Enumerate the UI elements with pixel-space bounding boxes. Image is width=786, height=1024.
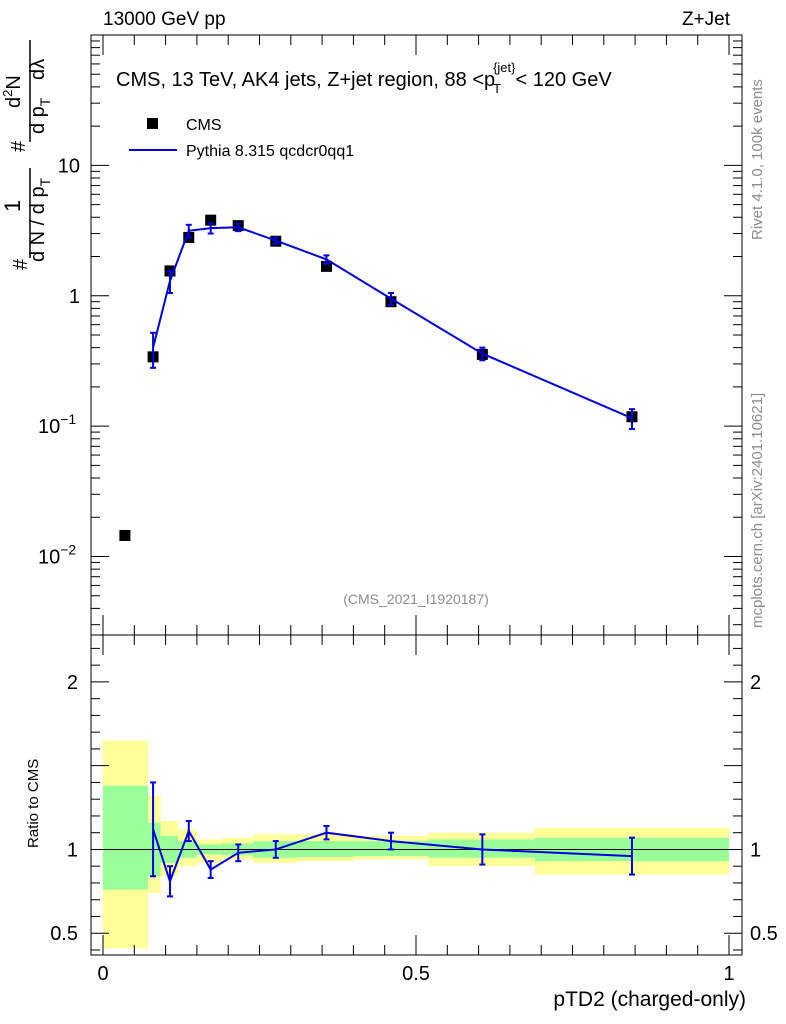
header-right: Z+Jet [682,9,731,30]
ratio-plot-marks [150,781,635,898]
ratio-mc-line [152,828,633,885]
y-title-dp: d pT [27,97,53,134]
header-left: 13000 GeV pp [103,9,226,30]
plot-title-pt: p [484,69,495,91]
y-title-hash-left: # [10,258,32,270]
plot-title-pt-sup: {jet} [493,60,516,75]
legend-mc-label: Pythia 8.315 qcdcr0qq1 [186,143,354,160]
data-point [320,260,332,272]
x-tick-label: 0 [97,963,108,985]
analysis-watermark: (CMS_2021_I1920187) [343,591,489,607]
axes-ticks: 10−2 10−1 1 10 0 0.5 1 0.5 0.5 1 1 2 2 [38,34,778,985]
legend-data-label: CMS [186,117,222,134]
ratio-y-label: Ratio to CMS [25,759,42,848]
x-tick-label: 1 [723,963,734,985]
ratio-y-tick-label: 1 [67,839,78,861]
y-title-one: 1 [0,200,25,212]
main-y-title: # 1 d N / d pT # d2N d pT dλ [0,40,53,270]
ratio-panel-frame [90,634,743,956]
ratio-y-tick-label: 0.5 [50,923,78,945]
x-axis-label: pTD2 (charged-only) [553,988,746,1011]
mc-line [152,226,633,420]
ratio-uncertainty-bands [91,740,742,949]
plot-title-pt-sub: T [493,81,501,96]
main-y-tick-label: 10−1 [38,411,76,438]
data-point [119,529,131,541]
ratio-y-tick-label-right: 2 [750,672,761,694]
y-title-dN: d N / d pT [27,177,53,262]
ratio-band-inner [103,785,149,890]
y-title-hash-mid: # [8,140,30,152]
y-title-dlambda: dλ [27,59,49,80]
mcplots-info: mcplots.cern.ch [arXiv:2401.10621] [749,393,766,628]
legend: CMS Pythia 8.315 qcdcr0qq1 [129,117,354,160]
plot-title: CMS, 13 TeV, AK4 jets, Z+jet region, 88 … [116,60,612,96]
y-title-d2N: d2N [0,75,25,108]
ratio-y-tick-label-right: 0.5 [750,923,778,945]
main-y-tick-label: 1 [69,286,80,308]
main-y-tick-label: 10 [58,155,80,177]
ratio-y-tick-label-right: 1 [750,839,761,861]
ratio-y-tick-label: 2 [67,672,78,694]
main-y-tick-label: 10−2 [38,542,76,569]
rivet-info: Rivet 4.1.0, 100k events [749,79,766,240]
legend-data-marker [147,118,158,129]
x-tick-label: 0.5 [402,963,430,985]
data-point [205,214,217,226]
main-plot-marks [119,214,638,541]
plot-title-suffix: < 120 GeV [516,69,613,91]
plot-title-prefix: CMS, 13 TeV, AK4 jets, Z+jet region, 88 … [116,69,484,91]
